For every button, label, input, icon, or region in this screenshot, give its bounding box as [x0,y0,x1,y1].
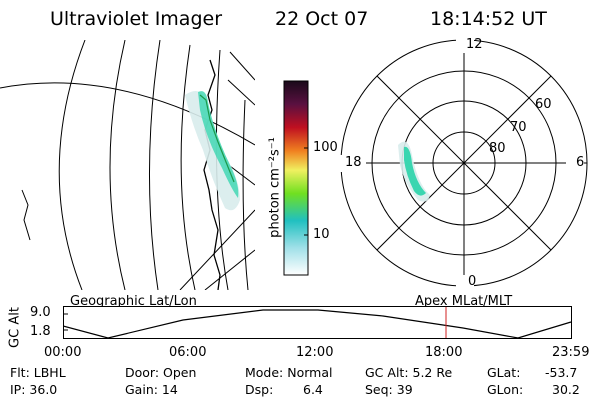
mlt-label-18: 18 [345,155,362,170]
glat-label: GLat: [487,365,521,380]
altitude-timeline [63,306,572,339]
mlt-label-0: 0 [468,274,477,289]
geographic-map [0,40,255,290]
mlt-label-6: 6 [576,155,585,170]
dsp-label: Dsp: [245,382,274,397]
timeline-right-caption: Apex MLat/MLT [415,294,513,309]
glon-value: 30.2 [552,382,580,397]
timeline-left-caption: Geographic Lat/Lon [70,294,197,309]
colorbar-label: photon cm⁻²s⁻¹ [267,137,283,238]
aurora-emission-polar [398,141,430,202]
timeline-ylabel: GC Alt [7,307,23,348]
timeline-xtick-0000: 00:00 [44,345,82,360]
timeline-xtick-2359: 23:59 [552,345,590,360]
instrument-title: Ultraviolet Imager [50,8,223,30]
glon-label: GLon: [487,382,524,397]
mlt-label-12: 12 [466,37,483,52]
timeline-xtick-0600: 06:00 [169,345,207,360]
gc-alt-label: GC Alt: 5.2 Re [365,365,453,380]
mode-label: Mode: Normal [245,365,333,380]
glat-value: -53.7 [545,365,578,380]
date-label: 22 Oct 07 [275,8,369,30]
door-label: Door: Open [125,365,197,380]
colorbar [283,80,309,276]
polar-plot [340,37,588,291]
timeline-xtick-1200: 12:00 [296,345,334,360]
timeline-ytick-9: 9.0 [30,305,51,320]
lat-label-60: 60 [535,97,552,112]
timeline-ytick-1.8: 1.8 [30,324,51,339]
filter-label: Flt: LBHL [10,365,66,380]
time-label: 18:14:52 UT [430,8,547,30]
ip-label: IP: 36.0 [10,382,58,397]
seq-label: Seq: 39 [365,382,413,397]
aurora-emission-map [185,91,240,211]
lat-label-70: 70 [510,120,527,135]
colorbar-tick-10: 10 [313,227,330,242]
lat-label-80: 80 [489,141,506,156]
gain-label: Gain: 14 [125,382,178,397]
timeline-xtick-1800: 18:00 [425,345,463,360]
colorbar-tick-100: 100 [313,140,338,155]
altitude-curve [63,309,572,339]
dsp-value: 6.4 [303,382,323,397]
